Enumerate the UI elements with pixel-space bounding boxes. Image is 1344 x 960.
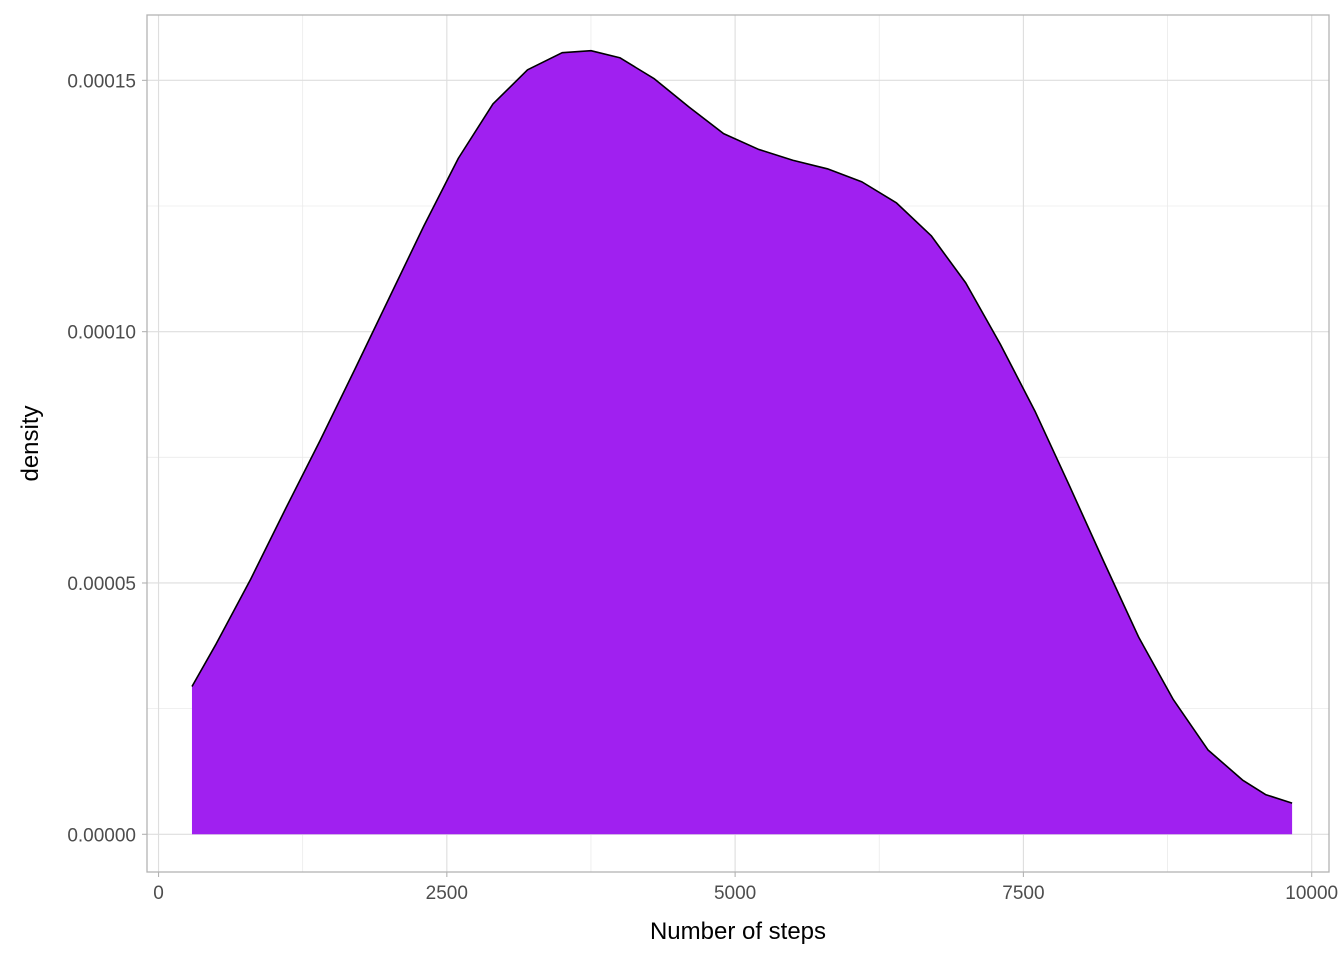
y-tick-label: 0.00000 <box>67 825 136 846</box>
x-tick-label: 10000 <box>1285 883 1338 904</box>
x-tick-label: 7500 <box>1002 883 1044 904</box>
x-axis-ticks: 0 2500 5000 7500 10000 <box>153 872 1338 904</box>
y-tick-label: 0.00010 <box>67 323 136 344</box>
y-axis-ticks: 0.00000 0.00005 0.00010 0.00015 <box>67 71 147 846</box>
y-tick-label: 0.00015 <box>67 71 136 92</box>
x-tick-label: 2500 <box>426 883 468 904</box>
y-axis-title: density <box>17 405 44 481</box>
x-tick-label: 5000 <box>714 883 756 904</box>
y-tick-label: 0.00005 <box>67 574 136 595</box>
density-area <box>191 50 1293 835</box>
density-series <box>191 49 1293 835</box>
density-line <box>191 49 1293 804</box>
x-axis-title: Number of steps <box>650 918 826 945</box>
panel-border <box>146 14 1330 873</box>
x-tick-label: 0 <box>153 883 164 904</box>
